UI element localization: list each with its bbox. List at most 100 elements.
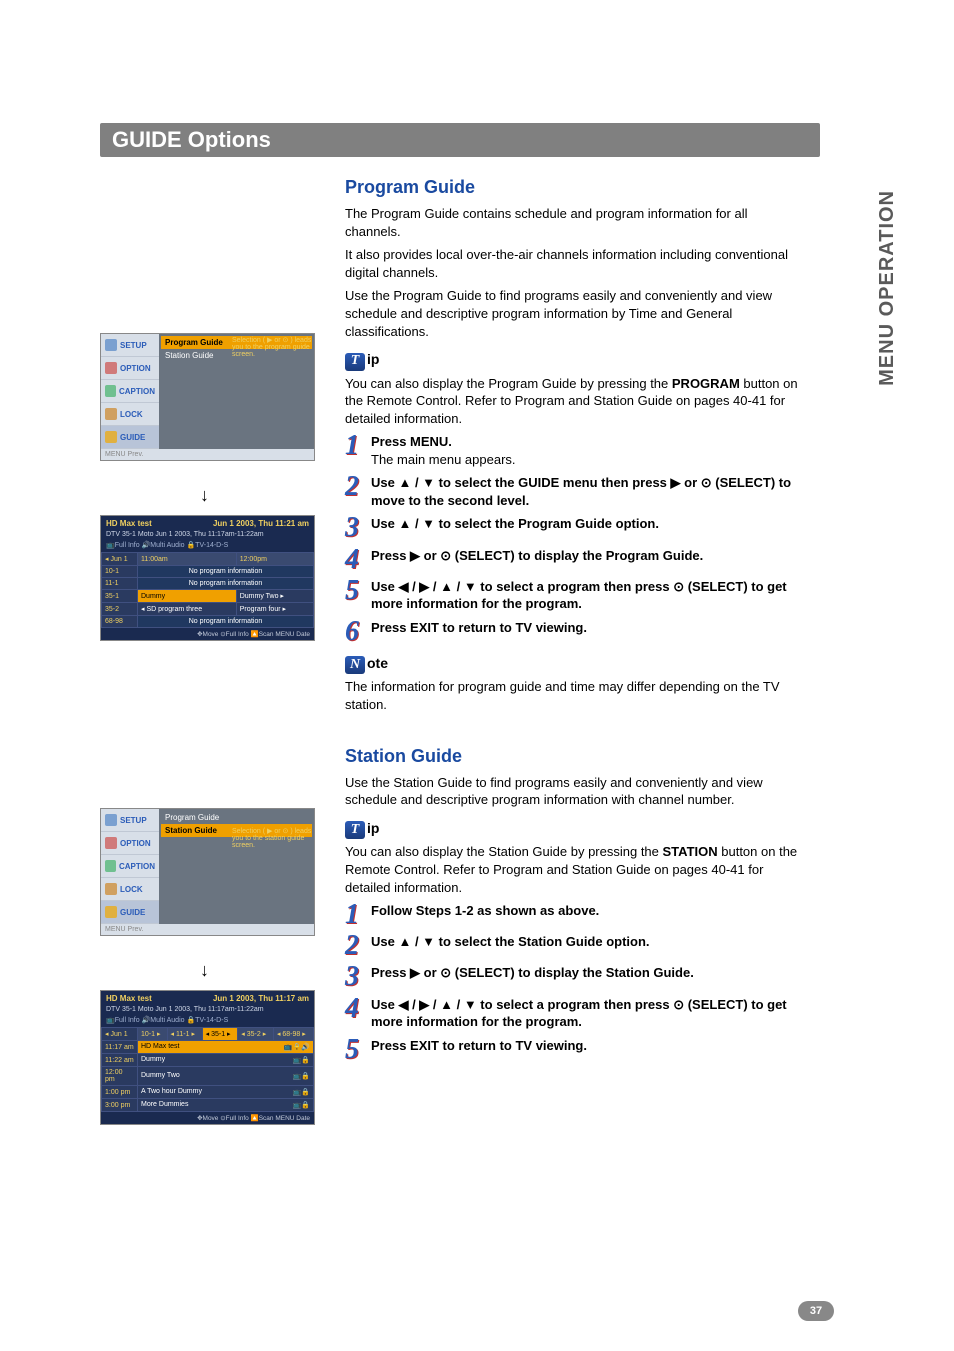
- tip-icon: T: [345, 353, 365, 371]
- tab-icon: [105, 860, 116, 872]
- page-number: 37: [798, 1301, 834, 1321]
- tab-icon: [105, 362, 117, 374]
- guide-time: Jun 1 2003, Thu 11:21 am: [213, 519, 309, 528]
- instruction-step: 1Follow Steps 1-2 as shown as above.: [345, 902, 805, 927]
- menu-screenshot-program-guide: SETUPOPTIONCAPTIONLOCKGUIDE Program Guid…: [100, 333, 315, 461]
- menu-tab-setup[interactable]: SETUP: [101, 334, 159, 357]
- tab-label: OPTION: [120, 839, 151, 848]
- note-suffix: ote: [367, 654, 388, 673]
- pg-intro-3: Use the Program Guide to find programs e…: [345, 287, 805, 340]
- menu-tab-setup[interactable]: SETUP: [101, 809, 159, 832]
- instruction-step: 5Press EXIT to return to TV viewing.: [345, 1037, 805, 1062]
- tab-icon: [105, 385, 116, 397]
- pg-intro-2: It also provides local over-the-air chan…: [345, 246, 805, 281]
- menu-tab-lock[interactable]: LOCK: [101, 878, 159, 901]
- menu-prev: MENU Prev.: [101, 924, 314, 935]
- program-guide-title: Program Guide: [345, 175, 805, 199]
- menu-tab-option[interactable]: OPTION: [101, 832, 159, 855]
- step-number: 3: [345, 515, 365, 540]
- instruction-step: 3Use ▲ / ▼ to select the Program Guide o…: [345, 515, 805, 540]
- guide-sub1: DTV 35-1 Moto Jun 1 2003, Thu 11:17am-11…: [101, 531, 314, 541]
- tab-icon: [105, 906, 117, 918]
- step-text: Press EXIT to return to TV viewing.: [371, 619, 587, 644]
- instruction-step: 2Use ▲ / ▼ to select the GUIDE menu then…: [345, 474, 805, 509]
- tab-icon: [105, 837, 117, 849]
- pg-tip: T ip: [345, 350, 805, 370]
- step-number: 1: [345, 433, 365, 468]
- step-text: Press ▶ or ⊙ (SELECT) to display the Sta…: [371, 964, 694, 989]
- tab-label: OPTION: [120, 364, 151, 373]
- tab-label: LOCK: [120, 885, 143, 894]
- instruction-step: 1Press MENU.The main menu appears.: [345, 433, 805, 468]
- step-number: 5: [345, 1037, 365, 1062]
- tab-icon: [105, 339, 117, 351]
- menu-tab-caption[interactable]: CAPTION: [101, 380, 159, 403]
- guide-footer: ✥Move ⊙Full Info 🔼Scan MENU Date: [101, 1112, 314, 1124]
- instruction-step: 5Use ◀ / ▶ / ▲ / ▼ to select a program t…: [345, 578, 805, 613]
- station-guide-table: ◂ Jun 110-1 ▸◂ 11-1 ▸◂ 35-1 ▸◂ 35-2 ▸◂ 6…: [101, 1027, 314, 1112]
- pg-tip-body: You can also display the Program Guide b…: [345, 375, 805, 428]
- sg-tip-bold: STATION: [663, 844, 718, 859]
- tab-icon: [105, 431, 117, 443]
- pg-note: N ote: [345, 654, 805, 674]
- step-text: Use ▲ / ▼ to select the Program Guide op…: [371, 515, 659, 540]
- step-text: Use ◀ / ▶ / ▲ / ▼ to select a program th…: [371, 996, 805, 1031]
- tip-icon: T: [345, 821, 365, 839]
- pg-tip-body-1: You can also display the Program Guide b…: [345, 376, 672, 391]
- step-text: Press ▶ or ⊙ (SELECT) to display the Pro…: [371, 547, 703, 572]
- instruction-step: 4Press ▶ or ⊙ (SELECT) to display the Pr…: [345, 547, 805, 572]
- pg-intro-1: The Program Guide contains schedule and …: [345, 205, 805, 240]
- pg-note-body: The information for program guide and ti…: [345, 678, 805, 713]
- guide-title: HD Max test: [106, 519, 152, 528]
- guide-sub1: DTV 35-1 Moto Jun 1 2003, Thu 11:17am-11…: [101, 1006, 314, 1016]
- down-arrow-icon: ↓: [200, 485, 209, 506]
- step-number: 2: [345, 933, 365, 958]
- program-guide-table: ◂ Jun 111:00am12:00pm10-1No program info…: [101, 552, 314, 628]
- tab-label: GUIDE: [120, 908, 145, 917]
- menu-option[interactable]: Program Guide: [161, 811, 312, 824]
- side-tab-menu-operation: MENU OPERATION: [876, 190, 899, 386]
- menu-tab-lock[interactable]: LOCK: [101, 403, 159, 426]
- sg-tip-body: You can also display the Station Guide b…: [345, 843, 805, 896]
- tip-suffix: ip: [367, 819, 379, 838]
- guide-sub2: 📺Full Info 🔊Multi Audio 🔒TV-14-D-S: [101, 1016, 314, 1027]
- main-content: Program Guide The Program Guide contains…: [345, 175, 805, 1068]
- instruction-step: 2Use ▲ / ▼ to select the Station Guide o…: [345, 933, 805, 958]
- step-text: Press EXIT to return to TV viewing.: [371, 1037, 587, 1062]
- menu-prev: MENU Prev.: [101, 449, 314, 460]
- step-number: 4: [345, 996, 365, 1031]
- instruction-step: 3Press ▶ or ⊙ (SELECT) to display the St…: [345, 964, 805, 989]
- menu-tabs: SETUP OPTION CAPTION LOCK GUIDE: [101, 809, 159, 924]
- instruction-step: 4Use ◀ / ▶ / ▲ / ▼ to select a program t…: [345, 996, 805, 1031]
- step-number: 3: [345, 964, 365, 989]
- step-text: Press MENU.The main menu appears.: [371, 433, 516, 468]
- tip-suffix: ip: [367, 350, 379, 369]
- menu-tab-option[interactable]: OPTION: [101, 357, 159, 380]
- page-header: GUIDE Options: [100, 123, 820, 157]
- step-number: 5: [345, 578, 365, 613]
- step-number: 1: [345, 902, 365, 927]
- program-guide-screenshot: HD Max test Jun 1 2003, Thu 11:21 am DTV…: [100, 515, 315, 641]
- instruction-step: 6Press EXIT to return to TV viewing.: [345, 619, 805, 644]
- menu-tab-guide[interactable]: GUIDE: [101, 901, 159, 924]
- note-icon: N: [345, 656, 365, 674]
- step-number: 2: [345, 474, 365, 509]
- tab-icon: [105, 814, 117, 826]
- sg-tip: T ip: [345, 819, 805, 839]
- tab-label: LOCK: [120, 410, 143, 419]
- menu-tab-caption[interactable]: CAPTION: [101, 855, 159, 878]
- guide-time: Jun 1 2003, Thu 11:17 am: [213, 994, 309, 1003]
- guide-title: HD Max test: [106, 994, 152, 1003]
- step-text: Use ◀ / ▶ / ▲ / ▼ to select a program th…: [371, 578, 805, 613]
- step-text: Follow Steps 1-2 as shown as above.: [371, 902, 599, 927]
- step-text: Use ▲ / ▼ to select the Station Guide op…: [371, 933, 650, 958]
- menu-screenshot-station-guide: SETUP OPTION CAPTION LOCK GUIDE Program Guid…: [100, 808, 315, 936]
- sg-steps: 1Follow Steps 1-2 as shown as above.2Use…: [345, 902, 805, 1062]
- menu-tab-guide[interactable]: GUIDE: [101, 426, 159, 449]
- tab-icon: [105, 408, 117, 420]
- sg-tip-body-1: You can also display the Station Guide b…: [345, 844, 663, 859]
- tab-icon: [105, 883, 117, 895]
- tab-label: CAPTION: [119, 387, 155, 396]
- menu-hint: Selection ( ▶ or ⊙ ) leads you to the st…: [232, 827, 312, 849]
- menu-tabs: SETUP OPTION CAPTION LOCK GUIDE: [101, 334, 159, 449]
